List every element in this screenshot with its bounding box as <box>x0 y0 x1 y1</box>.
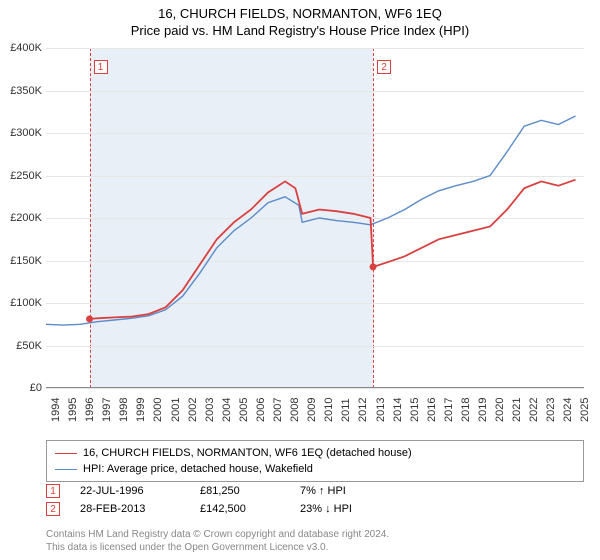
sales-table: 1 22-JUL-1996 £81,250 7% HPI 2 28-FEB-20… <box>46 482 584 518</box>
series-property <box>90 180 576 319</box>
legend-label: 16, CHURCH FIELDS, NORMANTON, WF6 1EQ (d… <box>83 447 412 459</box>
legend-label: HPI: Average price, detached house, Wake… <box>83 463 313 475</box>
sale-date: 28-FEB-2013 <box>80 503 180 515</box>
sale-id-box: 2 <box>46 502 60 516</box>
page-subtitle: Price paid vs. HM Land Registry's House … <box>0 21 600 38</box>
sale-date: 22-JUL-1996 <box>80 485 180 497</box>
sale-row: 2 28-FEB-2013 £142,500 23% HPI <box>46 500 584 518</box>
arrow-down-icon <box>325 503 331 515</box>
sale-price: £81,250 <box>200 485 280 497</box>
page-title: 16, CHURCH FIELDS, NORMANTON, WF6 1EQ <box>0 0 600 21</box>
sale-price: £142,500 <box>200 503 280 515</box>
sale-pct: 7% HPI <box>300 485 346 497</box>
legend-swatch-1 <box>55 469 77 470</box>
chart-lines <box>46 48 584 388</box>
legend: 16, CHURCH FIELDS, NORMANTON, WF6 1EQ (d… <box>46 440 584 482</box>
arrow-up-icon <box>319 485 325 497</box>
sale-pct: 23% HPI <box>300 503 352 515</box>
footer-attribution: Contains HM Land Registry data © Crown c… <box>46 528 389 554</box>
sale-dot-2 <box>370 263 377 270</box>
sale-dot-1 <box>86 315 93 322</box>
legend-swatch-0 <box>55 453 77 454</box>
sale-row: 1 22-JUL-1996 £81,250 7% HPI <box>46 482 584 500</box>
legend-row: 16, CHURCH FIELDS, NORMANTON, WF6 1EQ (d… <box>55 445 575 461</box>
sale-id-box: 1 <box>46 484 60 498</box>
legend-row: HPI: Average price, detached house, Wake… <box>55 461 575 477</box>
